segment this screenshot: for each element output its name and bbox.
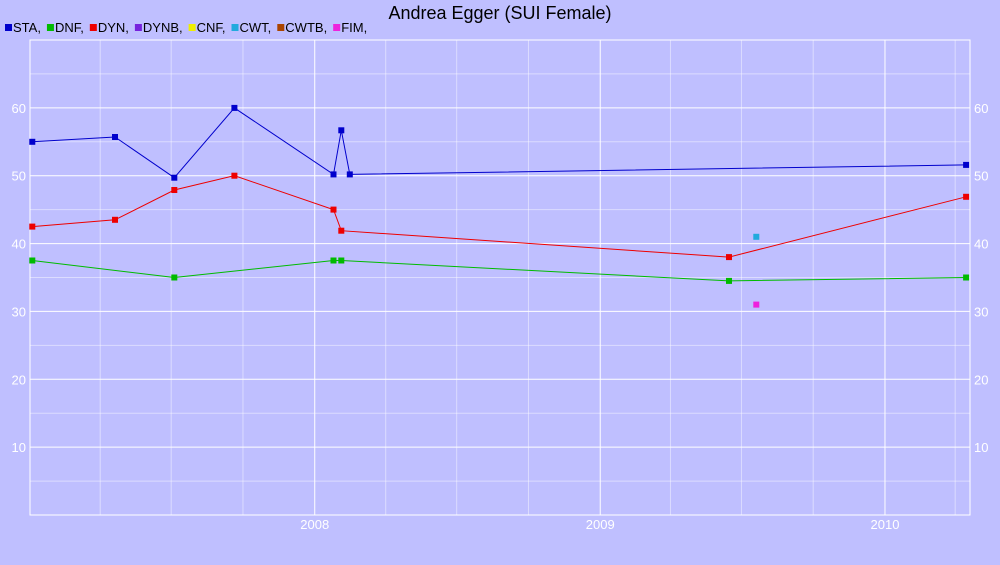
series-line-dnf — [32, 260, 967, 282]
series-dyn — [29, 172, 970, 261]
data-point-sta — [171, 174, 178, 181]
legend-label: CNF, — [197, 20, 226, 35]
series-cwt — [753, 233, 760, 240]
data-point-dnf — [726, 277, 732, 284]
plot-area: 10 20 30 40 50 60 10 20 30 40 50 60 2008 2009 2010 — [12, 39, 988, 532]
series-layer — [29, 104, 970, 308]
legend-swatch — [5, 24, 12, 31]
data-point-dyn — [171, 187, 178, 193]
x-tick-label: 2008 — [300, 517, 329, 532]
legend-label: DYN, — [98, 20, 129, 35]
data-point-cwt — [753, 233, 760, 240]
y-axis-left: 10 20 30 40 50 60 — [12, 101, 26, 455]
data-point-sta — [29, 138, 36, 145]
data-point-dyn — [726, 254, 732, 261]
data-point-dnf — [29, 257, 36, 264]
plot-frame — [29, 39, 971, 516]
y-tick-label: 40 — [12, 237, 26, 252]
y-tick-label-right: 50 — [974, 169, 988, 184]
data-point-sta — [112, 134, 118, 140]
data-point-dyn — [231, 172, 238, 179]
series-dnf — [29, 257, 970, 284]
y-tick-label: 30 — [12, 304, 26, 319]
legend-swatch — [89, 24, 97, 31]
y-tick-label: 20 — [12, 372, 26, 387]
series-line-dyn — [32, 175, 967, 258]
series-fim — [753, 301, 760, 308]
legend-label: DYNB, — [143, 20, 183, 35]
y-tick-label-right: 30 — [974, 304, 988, 319]
y-tick-label-right: 20 — [974, 372, 988, 387]
legend-swatch — [333, 24, 341, 31]
data-point-sta — [330, 171, 337, 178]
data-point-dyn — [330, 206, 337, 213]
data-point-fim — [753, 301, 760, 308]
legend-label: CWTB, — [285, 20, 327, 35]
legend-swatch — [231, 24, 239, 31]
chart-title: Andrea Egger (SUI Female) — [388, 3, 611, 23]
data-point-dyn — [963, 193, 970, 200]
data-point-dnf — [171, 274, 178, 281]
legend-label: STA, — [13, 20, 41, 35]
data-point-dyn — [112, 216, 118, 223]
data-point-sta — [346, 171, 353, 178]
series-sta — [29, 104, 970, 181]
y-tick-label-right: 60 — [974, 101, 988, 116]
data-point-dnf — [330, 257, 337, 264]
y-tick-label-right: 40 — [974, 237, 988, 252]
data-point-dnf — [963, 274, 970, 281]
legend-label: FIM, — [341, 20, 367, 35]
data-point-dyn — [29, 223, 36, 230]
legend-swatch — [188, 24, 196, 31]
y-tick-label: 10 — [12, 440, 26, 455]
data-point-dnf — [338, 257, 345, 264]
legend-swatch — [277, 24, 285, 31]
x-tick-label: 2009 — [586, 517, 615, 532]
y-tick-label: 60 — [12, 101, 26, 116]
y-tick-label: 50 — [12, 169, 26, 184]
data-point-sta — [231, 104, 238, 111]
legend-swatch — [46, 24, 54, 31]
data-point-sta — [963, 161, 970, 168]
data-point-dyn — [338, 227, 345, 234]
data-point-sta — [338, 127, 345, 134]
legend: STA, DNF, DYN, DYNB, CNF, CWT, CWTB, FIM, — [5, 20, 367, 35]
y-tick-label-right: 10 — [974, 440, 988, 455]
x-axis: 2008 2009 2010 — [300, 517, 899, 532]
legend-label: DNF, — [55, 20, 84, 35]
series-line-sta — [32, 107, 967, 179]
x-tick-label: 2010 — [871, 517, 900, 532]
legend-label: CWT, — [240, 20, 272, 35]
legend-swatch — [134, 24, 142, 31]
y-axis-right: 10 20 30 40 50 60 — [974, 101, 988, 455]
